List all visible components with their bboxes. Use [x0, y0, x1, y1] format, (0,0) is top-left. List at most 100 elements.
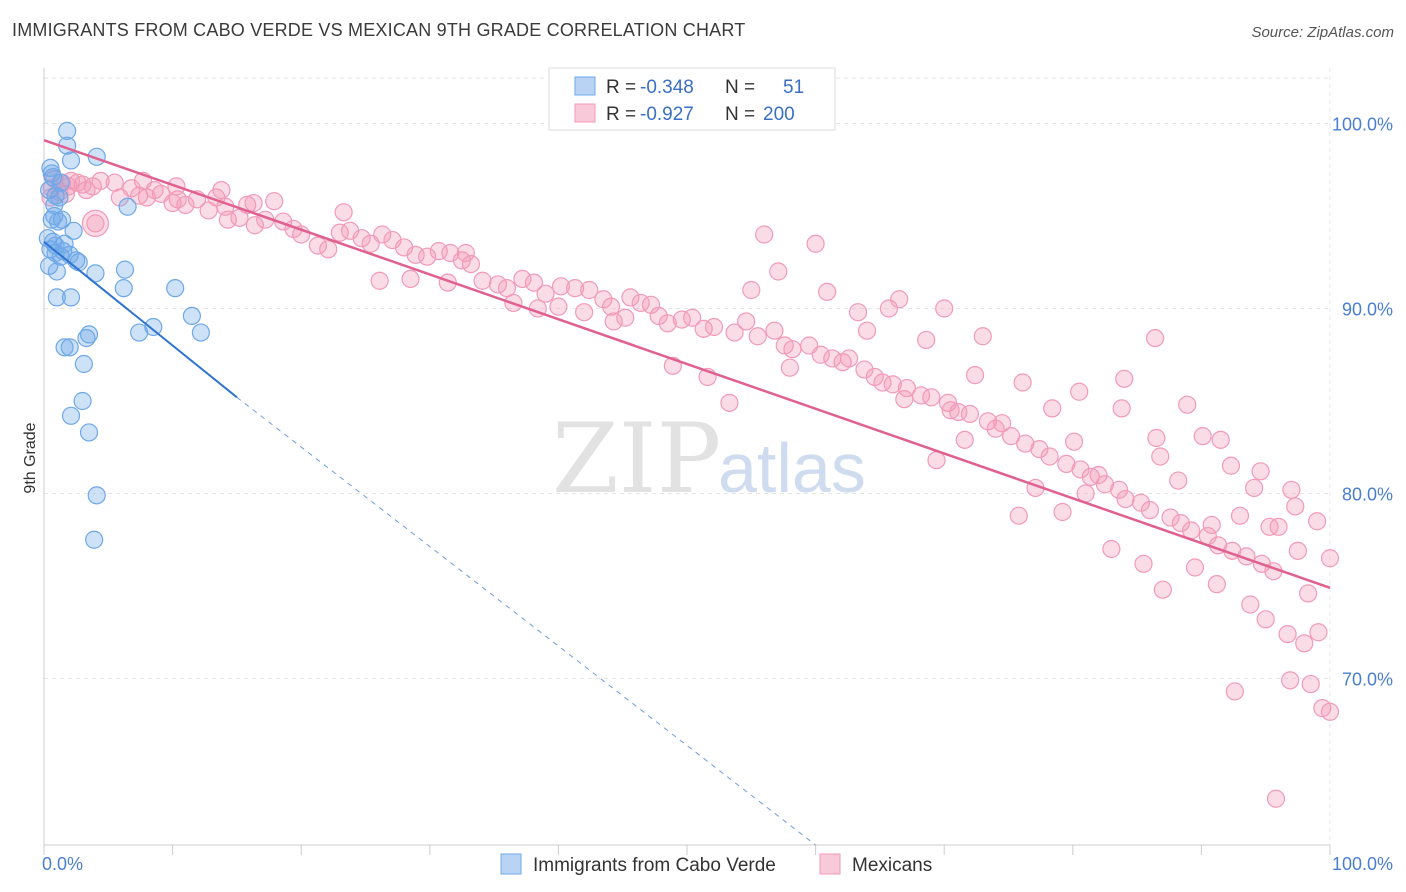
mexicans-point — [1202, 515, 1221, 535]
mexicans-point — [857, 321, 877, 340]
mexicans-point — [1288, 541, 1307, 560]
mexicans-point — [780, 358, 799, 377]
mexicans-point — [86, 214, 105, 233]
y-axis-title: 9th Grade — [22, 422, 39, 493]
mexicans-point — [1102, 539, 1121, 559]
mexicans-point — [1320, 702, 1340, 721]
mexicans-point — [742, 280, 761, 300]
mexicans-point — [1207, 575, 1226, 594]
mexicans-point — [352, 229, 371, 248]
mexicans-point — [879, 299, 899, 318]
cabo-verde-point — [45, 206, 64, 226]
cabo-verde-point — [58, 121, 77, 140]
mexicans-point — [1151, 447, 1170, 466]
legend-mexicans-swatch — [819, 853, 841, 875]
x-tick-label-min: 0.0% — [42, 854, 83, 874]
mexicans-point — [461, 255, 481, 274]
mexicans-point — [965, 366, 985, 385]
cabo-verde-point — [50, 188, 69, 207]
mexicans-point — [594, 290, 613, 309]
mexicans-point — [917, 330, 936, 350]
mexicans-point — [1112, 399, 1131, 418]
cabo-verde-point — [118, 197, 137, 216]
cabo-verde-trend-line — [43, 241, 238, 399]
mexicans-point — [935, 299, 954, 318]
mexicans-point — [77, 181, 96, 200]
cabo-verde-point — [77, 329, 96, 348]
cabo-verde-point — [64, 221, 83, 240]
mexicans-point — [1109, 480, 1129, 499]
mexicans-point — [604, 312, 623, 331]
y-tick-label-70: 70.0% — [1342, 670, 1393, 690]
cabo-verde-point — [42, 164, 61, 183]
mexicans-point — [1178, 395, 1197, 414]
mexicans-point — [401, 269, 420, 288]
mexicans-point — [406, 245, 425, 264]
mexicans-point — [1185, 558, 1205, 577]
mexicans-point — [683, 308, 702, 327]
cabo-verde-point — [79, 423, 99, 442]
legend-series: Immigrants from Cabo Verde Mexicans — [500, 853, 932, 876]
mexicans-point — [265, 192, 284, 211]
mexicans-point — [1071, 460, 1090, 479]
mexicans-point — [1221, 456, 1241, 475]
cabo-verde-point — [55, 338, 74, 357]
legend-pink-r-value: -0.927 — [640, 104, 694, 125]
mexicans-point — [549, 297, 568, 316]
mexicans-point — [755, 225, 774, 244]
mexicans-point — [1286, 497, 1305, 516]
mexicans-point — [1256, 610, 1275, 629]
mexicans-point — [199, 201, 218, 220]
y-tick-label-100: 100.0% — [1332, 115, 1393, 135]
mexicans-point — [1309, 623, 1328, 642]
legend-cabo-verde-swatch — [500, 853, 522, 875]
mexicans-point — [1308, 512, 1327, 531]
mexicans-point — [373, 225, 392, 244]
legend-mexicans-label: Mexicans — [852, 855, 932, 876]
cabo-verde-point — [115, 260, 135, 279]
mexicans-point — [1146, 329, 1165, 348]
y-tick-labels: 70.0% 80.0% 90.0% 100.0% — [1332, 115, 1393, 690]
legend-cabo-verde-label: Immigrants from Cabo Verde — [533, 855, 776, 876]
y-tick-label-90: 90.0% — [1342, 300, 1393, 320]
legend-blue-r-label: R = — [606, 77, 636, 98]
mexicans-point — [1140, 501, 1160, 520]
mexicans-point — [1278, 624, 1297, 644]
cabo-verde-point — [114, 279, 133, 298]
trend-lines — [43, 138, 1331, 846]
legend-pink-n-value: 200 — [763, 104, 795, 125]
mexicans-point — [1299, 584, 1318, 603]
mexicans-point — [1115, 369, 1134, 388]
mexicans-point — [1053, 502, 1072, 522]
cabo-verde-point — [73, 391, 92, 411]
cabo-verde-point — [130, 323, 149, 342]
mexicans-point — [737, 312, 756, 331]
legend-blue-r-value: -0.348 — [640, 77, 694, 98]
mexicans-point — [811, 345, 830, 364]
cabo-verde-trend-extension — [236, 396, 816, 846]
mexicans-point — [960, 404, 980, 424]
mexicans-point — [927, 451, 946, 470]
mexicans-point — [725, 323, 744, 342]
mexicans-point — [1301, 674, 1320, 694]
cabo-verde-point — [182, 306, 201, 325]
mexicans-point — [91, 171, 110, 190]
mexicans-point — [566, 279, 585, 298]
mexicans-point — [1320, 549, 1340, 568]
mexicans-point — [602, 297, 621, 316]
mexicans-point — [429, 242, 448, 261]
mexicans-point — [890, 290, 909, 309]
cabo-verde-point — [69, 253, 88, 272]
mexicans-point — [218, 210, 237, 229]
cabo-verde-point — [166, 279, 185, 298]
mexicans-point — [1230, 506, 1250, 525]
legend-blue-swatch — [574, 76, 596, 96]
mexicans-point — [720, 393, 739, 412]
mexicans-point — [551, 277, 571, 296]
mexicans-point — [658, 314, 677, 333]
mexicans-point — [941, 401, 960, 420]
mexicans-point — [1245, 478, 1264, 498]
mexicans-point — [308, 236, 328, 255]
mexicans-point — [1009, 506, 1028, 525]
mexicans-point — [818, 282, 837, 301]
